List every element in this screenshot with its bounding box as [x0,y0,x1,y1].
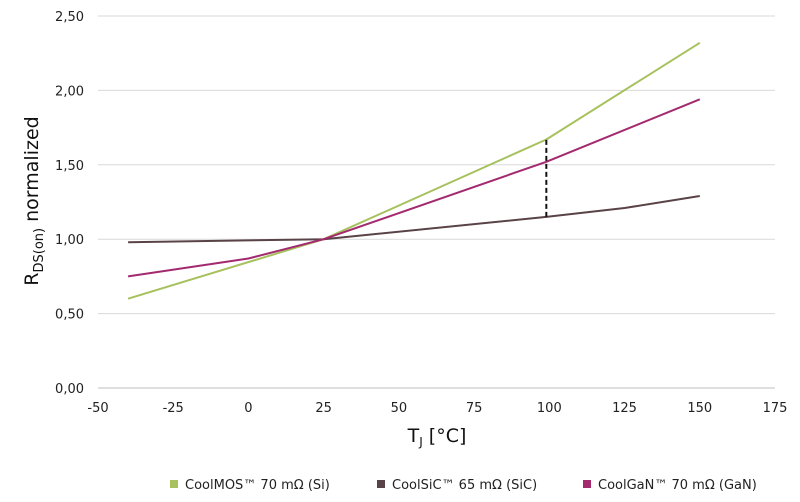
y-axis-tick-labels: 0,00 0,50 1,00 1,50 2,00 2,50 [55,10,84,397]
x-axis-tick-labels: -50 -25 0 25 50 75 100 125 150 175 [87,401,787,416]
legend-swatch-3 [583,480,591,488]
x-tick-label: 50 [391,401,408,416]
legend-label-2: CoolSiC™ 65 mΩ (SiC) [392,478,537,493]
series-line-3 [127,98,701,278]
legend-label-1: CoolMOS™ 70 mΩ (Si) [185,478,330,493]
x-tick-label: 125 [612,401,637,416]
y-axis-label-rest: normalized [21,116,43,228]
x-axis-label-subscript: J [418,435,423,449]
y-axis-label-subscript: DS(on) [32,228,47,273]
y-axis-label: RDS(on) normalized [21,116,47,285]
y-tick-label: 0,50 [55,308,84,323]
legend-swatch-2 [377,480,385,488]
x-axis-label: TJ [°C] [407,425,467,449]
x-tick-label: 75 [466,401,483,416]
legend-swatch-1 [170,480,178,488]
y-tick-label: 2,50 [55,10,84,25]
y-tick-label: 2,00 [55,84,84,99]
legend: CoolMOS™ 70 mΩ (Si) CoolSiC™ 65 mΩ (SiC) C… [170,478,757,493]
grid-lines [98,15,775,315]
y-tick-label: 1,50 [55,159,84,174]
x-tick-label: 100 [537,401,562,416]
series-line-2 [128,195,700,244]
x-axis-label-unit: [°C] [423,425,467,447]
x-tick-label: 0 [244,401,252,416]
x-tick-label: 175 [763,401,788,416]
x-tick-label: 25 [315,401,332,416]
x-tick-label: -25 [163,401,184,416]
series-line-1 [127,41,701,300]
legend-label-3: CoolGaN™ 70 mΩ (GaN) [598,478,757,493]
y-tick-label: 0,00 [55,382,84,397]
y-axis-label-main: R [21,273,43,286]
series-lines [127,41,701,300]
x-tick-label: -50 [87,401,108,416]
x-axis-label-main: T [407,425,420,447]
y-tick-label: 1,00 [55,233,84,248]
x-tick-label: 150 [687,401,712,416]
